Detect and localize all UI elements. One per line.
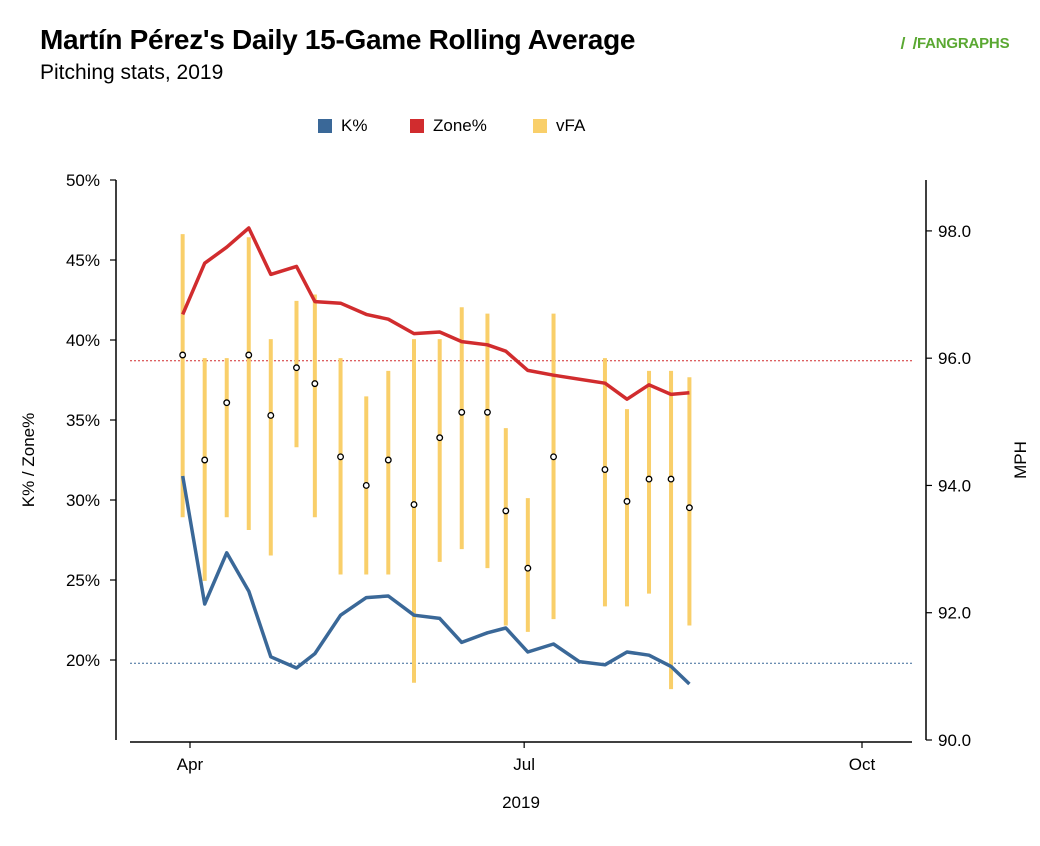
vfa-mean-point <box>645 475 653 483</box>
left-tick-label: 25% <box>66 571 100 590</box>
legend-label-k: K% <box>341 116 368 135</box>
vfa-mean-point <box>410 501 418 508</box>
vfa-mean-point <box>311 380 319 388</box>
x-tick-label: Jul <box>513 755 535 774</box>
left-tick-label: 30% <box>66 491 100 510</box>
left-tick-label: 35% <box>66 411 100 430</box>
vfa-mean-point <box>179 351 187 359</box>
right-tick-label: 90.0 <box>938 731 971 750</box>
vfa-mean-point <box>550 453 557 461</box>
vfa-mean-point <box>337 453 345 461</box>
right-tick-label: 92.0 <box>938 604 971 623</box>
x-tick-label: Apr <box>177 755 204 774</box>
vfa-mean-point <box>384 456 392 464</box>
x-tick-label: Oct <box>849 755 876 774</box>
vfa-mean-point <box>524 564 532 572</box>
legend-label-zone: Zone% <box>433 116 487 135</box>
legend-item-vfa: vFA <box>533 116 585 136</box>
vfa-mean-point <box>483 408 491 416</box>
legend-swatch-k <box>318 119 332 133</box>
left-tick-label: 20% <box>66 651 100 670</box>
vfa-mean-point <box>458 408 466 416</box>
vfa-mean-point <box>667 475 675 483</box>
zone-series-line <box>181 226 690 401</box>
vfa-mean-point <box>502 507 510 515</box>
fangraphs-logo: FANGRAPHS <box>900 35 1010 52</box>
chart-title: Martín Pérez's Daily 15-Game Rolling Ave… <box>40 24 636 55</box>
vfa-mean-point <box>293 364 300 372</box>
vfa-mean-point <box>601 466 609 473</box>
y-axis-label-right: MPH <box>1011 441 1030 479</box>
legend-item-zone: Zone% <box>410 116 487 136</box>
left-tick-label: 50% <box>66 171 100 190</box>
vfa-mean-point <box>267 412 275 419</box>
legend-swatch-zone <box>410 119 424 133</box>
right-tick-label: 96.0 <box>938 349 971 368</box>
logo-text: FANGRAPHS <box>917 35 1010 52</box>
y-axis-label-left: K% / Zone% <box>19 413 38 508</box>
vfa-mean-point <box>436 434 444 442</box>
x-axis-label: 2019 <box>502 793 540 812</box>
vfa-mean-point <box>245 351 253 359</box>
left-tick-label: 45% <box>66 251 100 270</box>
left-tick-label: 40% <box>66 331 100 350</box>
vfa-mean-point <box>685 504 693 512</box>
vfa-mean-point <box>623 497 631 505</box>
vfa-mean-point <box>201 456 209 464</box>
legend-item-k: K% <box>318 116 367 136</box>
chart-subtitle: Pitching stats, 2019 <box>40 61 224 84</box>
k-series-line <box>180 475 691 686</box>
right-tick-label: 94.0 <box>938 476 971 495</box>
legend-label-vfa: vFA <box>556 116 586 135</box>
vfa-mean-point <box>362 482 370 489</box>
vfa-mean-point <box>223 399 231 407</box>
right-tick-label: 98.0 <box>938 222 971 241</box>
legend-swatch-vfa <box>533 119 547 133</box>
